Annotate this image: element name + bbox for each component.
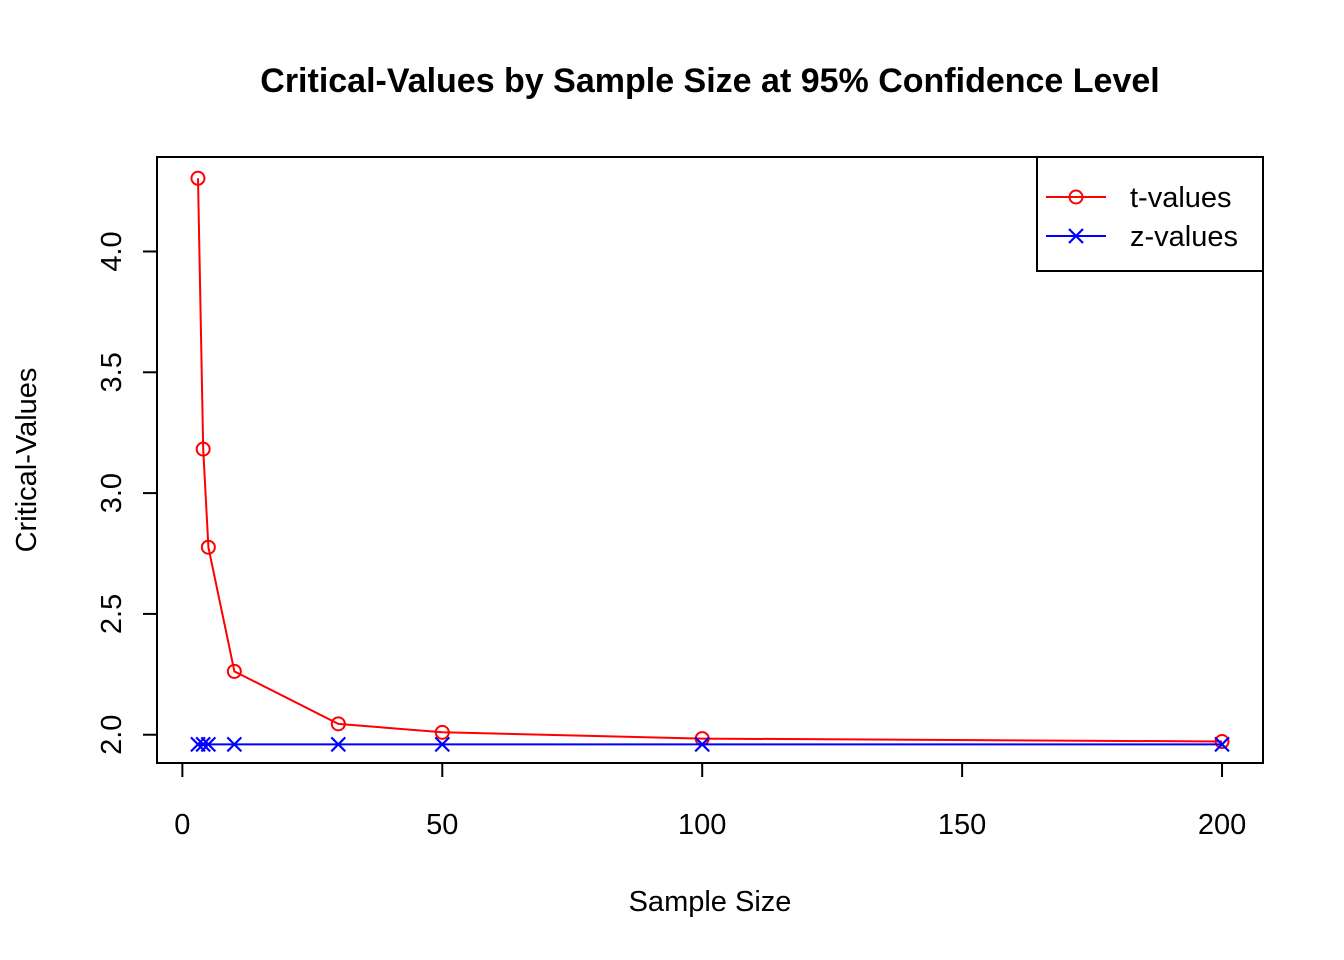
x-tick-label: 150 — [938, 809, 986, 841]
x-axis: 0 50 100 150 200 — [174, 762, 1246, 841]
legend-marker-z-values — [1068, 228, 1084, 244]
legend-label-z-values: z-values — [1130, 221, 1238, 253]
x-tick-label: 200 — [1198, 809, 1246, 841]
data-point — [190, 170, 206, 186]
y-axis: 2.0 2.5 3.0 3.5 4.0 — [96, 231, 158, 755]
data-point — [330, 736, 347, 753]
series-z-values — [190, 736, 1230, 753]
y-tick-label: 2.5 — [96, 594, 128, 634]
legend-label-t-values: t-values — [1130, 182, 1232, 214]
y-tick-label: 3.5 — [96, 352, 128, 392]
chart-title: Critical-Values by Sample Size at 95% Co… — [260, 62, 1159, 100]
y-tick-label: 4.0 — [96, 231, 128, 271]
legend-marker-t-values — [1068, 189, 1084, 205]
y-tick-label: 3.0 — [96, 473, 128, 513]
y-axis-title: Critical-Values — [11, 368, 43, 553]
data-point — [195, 441, 211, 457]
data-point — [434, 736, 451, 753]
data-point — [1214, 733, 1230, 749]
legend: t-values z-values — [1036, 156, 1264, 272]
data-point — [694, 736, 710, 753]
x-tick-label: 50 — [426, 809, 458, 841]
series-layer — [190, 170, 1230, 753]
data-point — [200, 539, 216, 555]
y-tick-label: 2.0 — [96, 715, 128, 755]
data-point — [434, 724, 450, 740]
data-point — [330, 716, 346, 732]
data-point — [1214, 736, 1230, 753]
data-point — [200, 736, 217, 753]
x-tick-label: 0 — [174, 809, 190, 841]
legend-box — [1036, 156, 1264, 272]
data-point — [226, 663, 242, 679]
data-point — [195, 736, 211, 753]
series-line-t-values — [197, 178, 1223, 743]
x-tick-label: 100 — [678, 809, 726, 841]
x-axis-title: Sample Size — [629, 886, 792, 918]
data-point — [226, 736, 243, 753]
